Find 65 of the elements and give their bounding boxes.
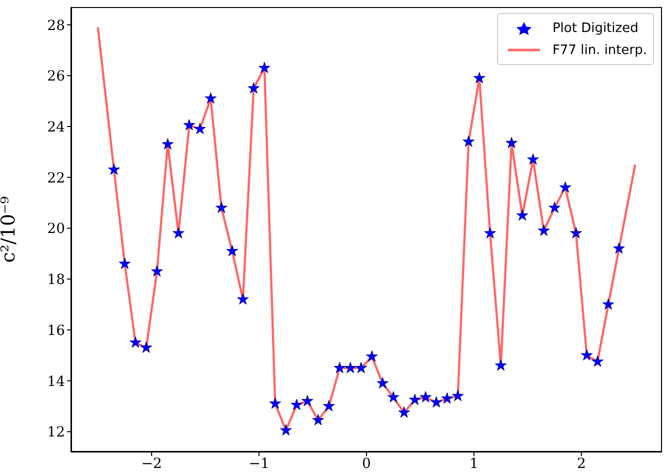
point: [527, 153, 539, 165]
y-tick-label: 12: [47, 424, 65, 441]
point: [118, 258, 131, 269]
point: [441, 392, 454, 404]
x-tick-label: −2: [141, 456, 162, 472]
point: [226, 244, 238, 256]
y-tick-label: 22: [47, 170, 65, 186]
y-tick-label: 18: [47, 272, 65, 288]
point: [130, 336, 142, 348]
x-tick-label: 2: [576, 456, 586, 472]
point: [194, 122, 206, 134]
y-tick-label: 28: [47, 18, 65, 34]
point: [398, 406, 410, 418]
point: [548, 202, 560, 213]
point: [613, 242, 625, 254]
legend-label: F77 lin. interp.: [552, 42, 647, 58]
point: [322, 400, 335, 412]
point: [420, 391, 432, 402]
point: [312, 414, 324, 426]
point: [580, 349, 593, 360]
point: [430, 396, 442, 408]
point: [376, 377, 389, 388]
point: [387, 391, 400, 402]
point: [183, 119, 196, 130]
point: [334, 362, 346, 374]
point: [452, 390, 464, 402]
point: [280, 424, 292, 436]
x-tick-label: 1: [469, 456, 478, 472]
point: [162, 138, 174, 150]
point: [473, 72, 486, 84]
point: [602, 298, 614, 310]
point: [140, 342, 152, 353]
y-tick-label: 14: [47, 374, 66, 390]
point: [516, 209, 528, 221]
legend-label: Plot Digitized: [552, 20, 638, 36]
point: [538, 224, 550, 236]
point: [258, 62, 270, 74]
point: [108, 164, 120, 175]
point: [151, 265, 163, 277]
point: [484, 227, 496, 238]
point: [172, 227, 184, 238]
point: [408, 394, 421, 405]
point: [494, 359, 507, 371]
point: [216, 202, 228, 213]
y-tick-label: 16: [47, 322, 66, 339]
point: [290, 398, 303, 410]
x-tick-label: 0: [362, 456, 371, 472]
point: [301, 394, 314, 406]
point: [355, 362, 368, 374]
x-tick-label: −1: [248, 456, 270, 472]
point: [559, 181, 572, 193]
point: [248, 82, 260, 94]
point: [204, 92, 217, 104]
point: [237, 293, 249, 305]
point: [506, 136, 518, 148]
y-tick-label: 26: [47, 68, 66, 85]
point: [570, 227, 582, 238]
point: [592, 356, 604, 367]
point: [344, 362, 356, 374]
point: [269, 397, 282, 409]
y-axis-title: c²/10⁻⁹: [0, 196, 20, 263]
y-tick-label: 24: [47, 119, 66, 136]
y-tick-label: 20: [47, 221, 65, 238]
point: [366, 350, 378, 362]
point: [462, 136, 475, 147]
